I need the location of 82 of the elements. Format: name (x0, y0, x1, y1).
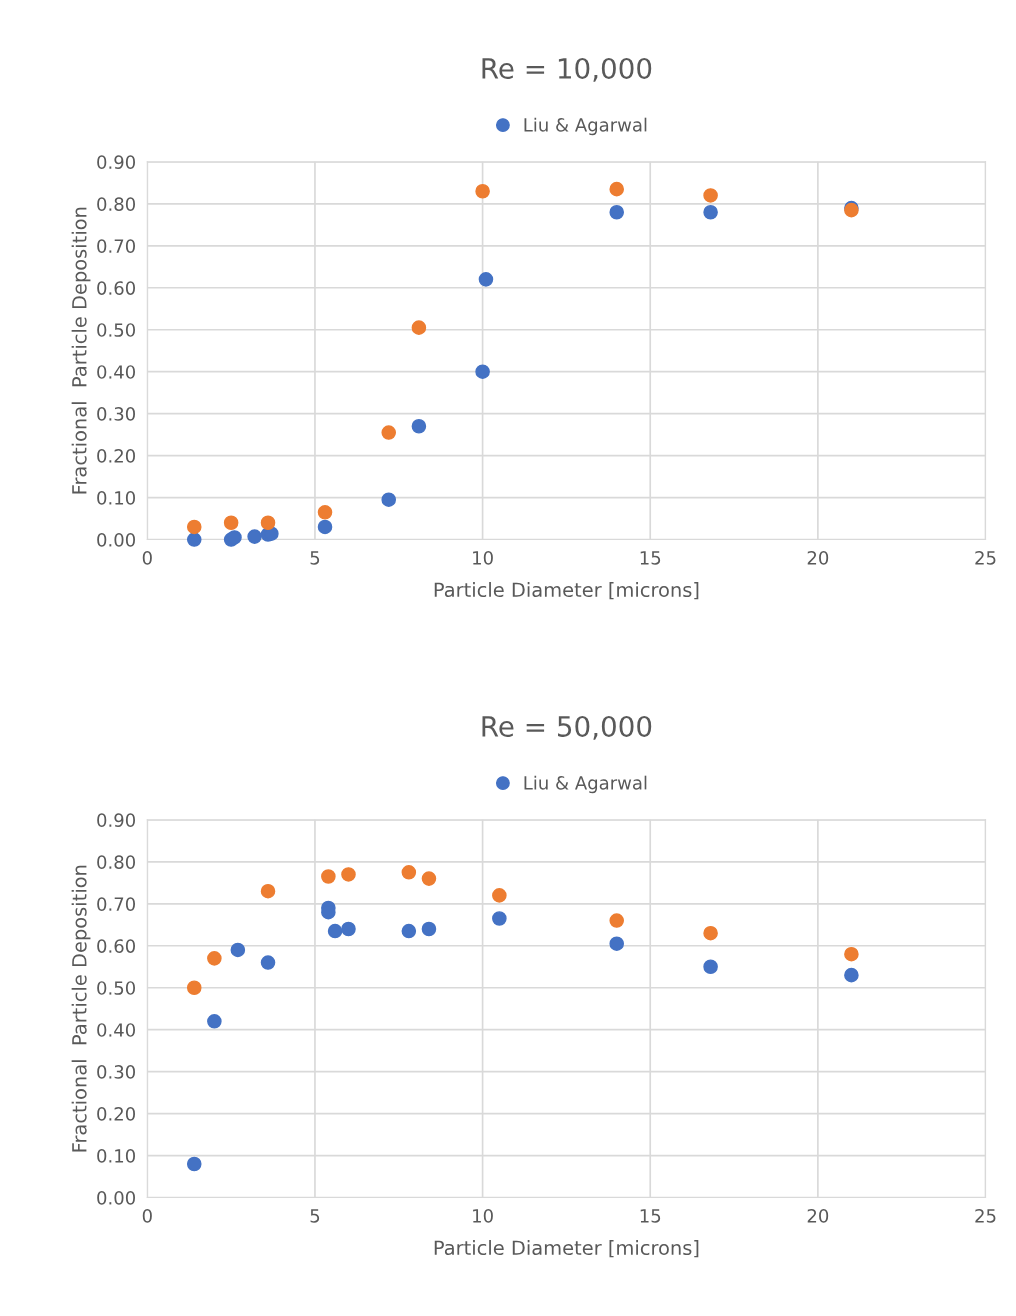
point (475, 183, 490, 199)
y-tick-label: 0.90 (97, 155, 136, 169)
point (230, 942, 246, 958)
x-tick-label: 5 (310, 1209, 320, 1223)
point (411, 320, 427, 335)
point (223, 515, 239, 531)
point (492, 911, 507, 926)
point (186, 980, 202, 996)
point (609, 913, 624, 928)
point (186, 519, 202, 535)
point (844, 967, 859, 983)
x-tick-label: 15 (640, 1209, 661, 1223)
y-tick-label: 0.60 (97, 281, 136, 295)
x-tick-label: 0 (142, 550, 152, 565)
chart-title: Re = 50,000 (482, 715, 652, 740)
x-tick-label: 25 (975, 550, 996, 565)
y-tick-label: 0.50 (97, 323, 136, 337)
point (227, 530, 242, 545)
y-tick-label: 0.40 (97, 1023, 136, 1037)
point (186, 1156, 202, 1172)
point (703, 925, 718, 941)
y-tick-label: 0.80 (97, 855, 136, 869)
y-tick-label: 0.30 (97, 407, 136, 421)
y-tick-label: 0.40 (97, 365, 136, 379)
y-tick-label: 0.70 (97, 239, 136, 253)
point (703, 188, 718, 203)
x-tick-label: 20 (807, 550, 829, 565)
y-tick-label: 0.20 (97, 1107, 136, 1121)
y-tick-label: 0.50 (97, 981, 136, 995)
point (703, 959, 718, 975)
point (207, 1014, 222, 1029)
y-tick-label: 0.70 (97, 897, 136, 911)
y-tick-label: 0.20 (97, 449, 136, 463)
point (341, 921, 356, 937)
point (381, 492, 397, 507)
point (260, 955, 276, 970)
x-tick-label: 20 (807, 1208, 829, 1223)
point (609, 936, 624, 951)
y-axis-title: Fractional Particle Deposition (71, 207, 91, 494)
x-axis-title: Particle Diameter [microns] (434, 582, 699, 600)
point (844, 946, 859, 962)
point (421, 871, 437, 886)
point (186, 532, 202, 547)
point (478, 272, 494, 287)
y-tick-label: 0.10 (97, 1149, 136, 1163)
point (321, 869, 336, 884)
point (401, 923, 417, 939)
y-tick-label: 0.60 (97, 939, 136, 953)
x-axis-title: Particle Diameter [microns] (434, 1240, 699, 1258)
point (703, 204, 718, 220)
legend-label: Liu & Agarwal (524, 117, 647, 136)
y-tick-label: 0.30 (97, 1065, 136, 1079)
point (317, 504, 333, 520)
y-tick-label: 0.00 (97, 1191, 136, 1205)
x-tick-label: 5 (310, 551, 320, 565)
point (492, 888, 507, 903)
y-axis-title: Fractional Particle Deposition (71, 865, 91, 1152)
point (381, 425, 397, 440)
x-tick-label: 15 (640, 551, 661, 565)
x-tick-label: 25 (975, 1208, 996, 1223)
point (609, 204, 624, 220)
point (247, 529, 262, 544)
legend-label: Liu & Agarwal (524, 775, 647, 794)
point (401, 865, 417, 880)
point (327, 923, 343, 939)
x-tick-label: 0 (142, 1208, 152, 1223)
point (411, 418, 427, 434)
point (341, 867, 356, 882)
y-tick-label: 0.10 (97, 491, 136, 505)
point (260, 883, 276, 899)
x-tick-label: 10 (473, 1208, 493, 1223)
point (475, 364, 490, 379)
y-tick-label: 0.80 (97, 197, 136, 211)
point (207, 951, 222, 966)
point (260, 515, 276, 531)
y-tick-label: 0.90 (97, 813, 136, 827)
point (421, 921, 437, 937)
point (609, 181, 624, 197)
y-tick-label: 0.00 (97, 533, 136, 547)
x-tick-label: 10 (473, 550, 493, 565)
point (317, 519, 333, 535)
chart-title: Re = 10,000 (482, 57, 652, 82)
